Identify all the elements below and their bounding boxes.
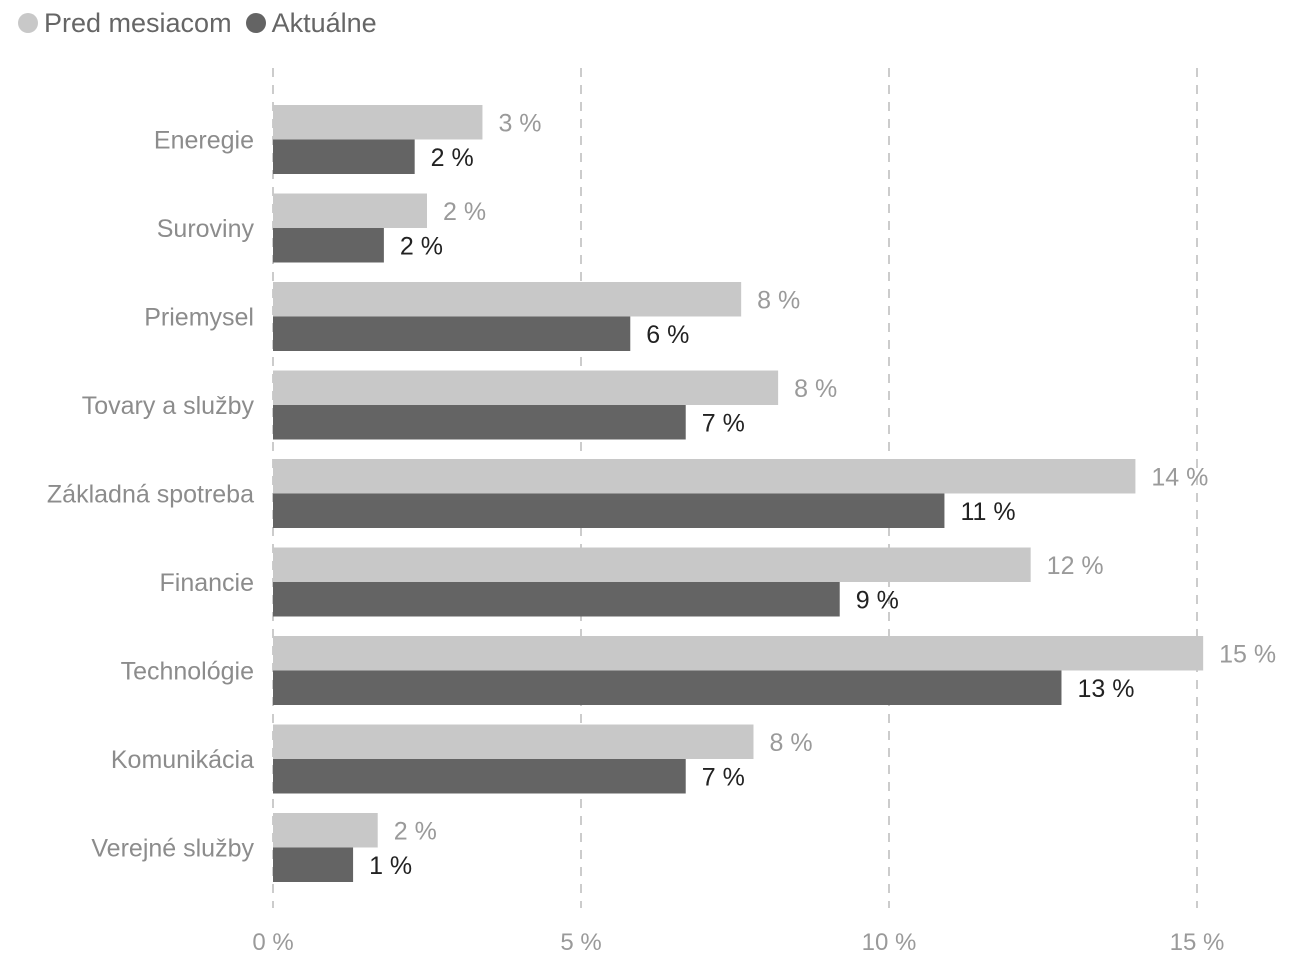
category-label: Komunikácia bbox=[111, 746, 254, 774]
bar-previous[interactable] bbox=[273, 636, 1204, 671]
bars bbox=[273, 105, 1204, 883]
legend-dot-previous bbox=[18, 13, 38, 33]
value-label: 1 % bbox=[369, 852, 412, 880]
legend-item-current[interactable]: Aktuálne bbox=[245, 7, 377, 39]
value-label: 3 % bbox=[498, 109, 541, 137]
bar-current[interactable] bbox=[273, 228, 384, 263]
value-label: 12 % bbox=[1047, 552, 1104, 580]
value-label: 2 % bbox=[394, 817, 437, 845]
x-tick-label: 15 % bbox=[1170, 929, 1225, 955]
value-label: 13 % bbox=[1077, 675, 1134, 703]
legend-label-previous: Pred mesiacom bbox=[44, 7, 232, 38]
legend-dot-current bbox=[245, 13, 266, 33]
category-label: Technológie bbox=[121, 658, 254, 686]
bar-current[interactable] bbox=[273, 493, 945, 529]
category-label: Eneregie bbox=[154, 127, 254, 155]
bar-previous[interactable] bbox=[273, 370, 779, 406]
category-label: Priemysel bbox=[144, 304, 254, 332]
bar-current[interactable] bbox=[273, 759, 686, 794]
value-label: 14 % bbox=[1151, 463, 1208, 491]
bar-previous[interactable] bbox=[273, 282, 742, 317]
category-labels: Eneregie Suroviny Priemysel Tovary a služby… bbox=[47, 127, 255, 863]
category-label: Financie bbox=[160, 569, 255, 597]
bar-current[interactable] bbox=[273, 582, 840, 617]
category-label: Verejné služby bbox=[91, 835, 254, 863]
bar-current[interactable] bbox=[273, 405, 686, 440]
value-label: 8 % bbox=[757, 286, 800, 314]
value-label: 11 % bbox=[960, 498, 1015, 526]
bar-current[interactable] bbox=[273, 316, 631, 352]
value-labels: 3 %2 %2 %2 %8 %6 %8 %7 %14 %11 %12 %9 %1… bbox=[369, 109, 1276, 880]
legend-item-previous[interactable]: Pred mesiacom bbox=[18, 8, 232, 39]
bar-previous[interactable] bbox=[273, 813, 378, 848]
category-label: Základná spotreba bbox=[47, 481, 254, 509]
chart-legend: Pred mesiacom Aktuálne bbox=[18, 6, 377, 40]
legend-label-current: Aktuálne bbox=[271, 7, 377, 38]
category-label: Tovary a služby bbox=[82, 392, 255, 420]
value-label: 15 % bbox=[1219, 640, 1276, 668]
category-label: Suroviny bbox=[157, 215, 255, 243]
value-label: 7 % bbox=[702, 409, 745, 437]
x-tick-label: 10 % bbox=[862, 929, 917, 955]
value-label: 8 % bbox=[794, 375, 837, 403]
value-label: 9 % bbox=[856, 586, 899, 614]
value-label: 2 % bbox=[400, 232, 443, 260]
x-tick-label: 0 % bbox=[252, 929, 293, 955]
bar-current[interactable] bbox=[273, 847, 354, 883]
x-axis: 0 % 5 % 10 % 15 % bbox=[252, 929, 1224, 955]
bar-previous[interactable] bbox=[273, 724, 754, 760]
bar-previous[interactable] bbox=[273, 105, 483, 140]
value-label: 2 % bbox=[443, 198, 486, 226]
bar-current[interactable] bbox=[273, 670, 1062, 706]
bar-previous[interactable] bbox=[273, 459, 1136, 494]
x-tick-label: 5 % bbox=[560, 929, 601, 955]
bar-previous[interactable] bbox=[273, 193, 427, 229]
value-label: 6 % bbox=[646, 321, 689, 349]
bar-current[interactable] bbox=[273, 139, 415, 175]
value-label: 8 % bbox=[769, 729, 812, 757]
value-label: 7 % bbox=[702, 763, 745, 791]
bar-previous[interactable] bbox=[273, 547, 1031, 583]
value-label: 2 % bbox=[431, 144, 474, 172]
